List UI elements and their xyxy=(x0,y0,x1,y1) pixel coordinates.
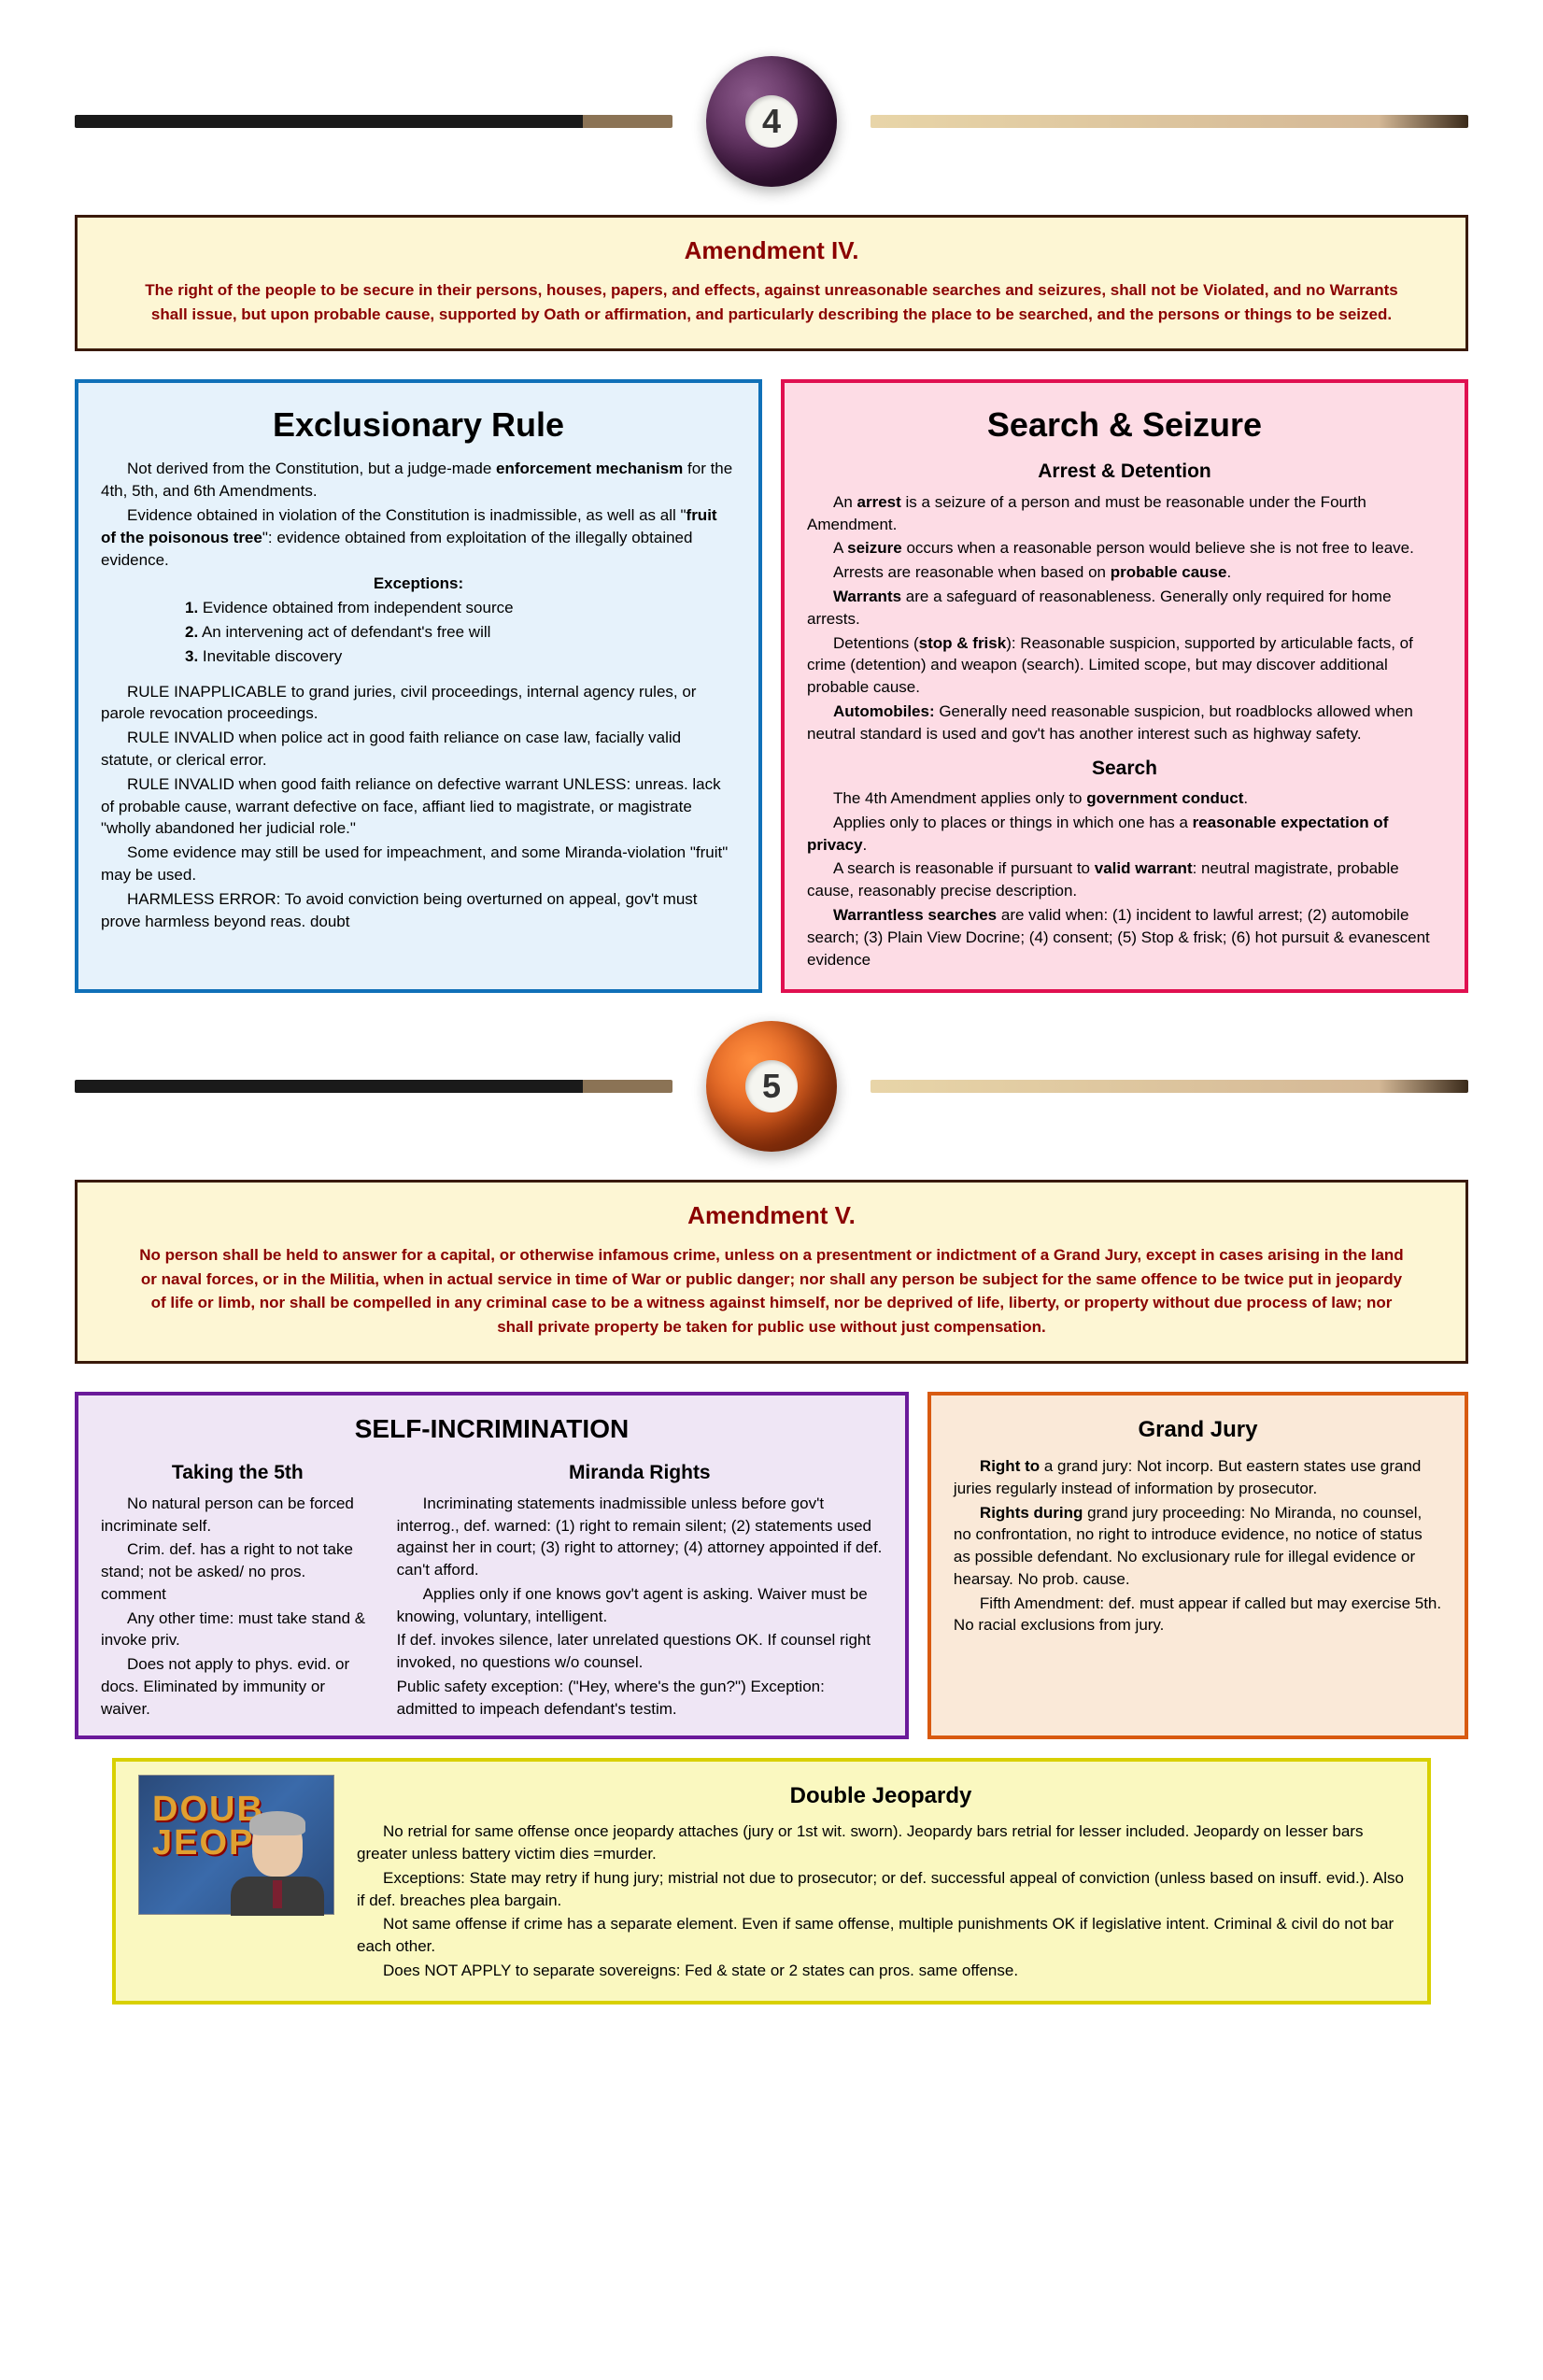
double-jeopardy-panel: DOUB JEOP Double Jeopardy No retrial for… xyxy=(112,1758,1431,2005)
arrest-p1: An arrest is a seizure of a person and m… xyxy=(807,491,1442,536)
double-jeopardy-image: DOUB JEOP xyxy=(138,1775,334,1915)
exception-1: 1. Evidence obtained from independent so… xyxy=(185,597,736,619)
arrest-p3: Arrests are reasonable when based on pro… xyxy=(807,561,1442,584)
miranda-p4: Public safety exception: ("Hey, where's … xyxy=(397,1676,883,1721)
dj-host-icon xyxy=(240,1815,315,1908)
pool-ball-4-icon: 4 xyxy=(706,56,837,187)
self-incrim-title: SELF-INCRIMINATION xyxy=(101,1414,883,1444)
amendment-4-title: Amendment IV. xyxy=(134,236,1409,265)
exclusionary-p1: Not derived from the Constitution, but a… xyxy=(101,458,736,503)
cue-stick-right xyxy=(871,115,1468,128)
dj-p4: Does NOT APPLY to separate sovereigns: F… xyxy=(357,1960,1405,1982)
cue-stick-right xyxy=(871,1080,1468,1093)
gj-p3: Fifth Amendment: def. must appear if cal… xyxy=(954,1593,1442,1637)
gj-p1: Right to a grand jury: Not incorp. But e… xyxy=(954,1455,1442,1500)
amendment-5-text: No person shall be held to answer for a … xyxy=(134,1243,1409,1339)
arrest-p6: Automobiles: Generally need reasonable s… xyxy=(807,701,1442,745)
take5-p3: Any other time: must take stand & invoke… xyxy=(101,1608,375,1652)
taking-5th-title: Taking the 5th xyxy=(101,1459,375,1486)
amendment-5-box: Amendment V. No person shall be held to … xyxy=(75,1180,1468,1364)
search-p1: The 4th Amendment applies only to govern… xyxy=(807,787,1442,810)
miranda-p3: If def. invokes silence, later unrelated… xyxy=(397,1629,883,1674)
exceptions-label: Exceptions: xyxy=(101,573,736,595)
search-subtitle: Search xyxy=(807,755,1442,782)
take5-p2: Crim. def. has a right to not take stand… xyxy=(101,1538,375,1605)
miranda-p2: Applies only if one knows gov't agent is… xyxy=(397,1583,883,1628)
miranda-title: Miranda Rights xyxy=(397,1459,883,1486)
exclusionary-p7: HARMLESS ERROR: To avoid conviction bein… xyxy=(101,888,736,933)
divider-amendment-4: 4 xyxy=(47,47,1496,196)
exclusionary-title: Exclusionary Rule xyxy=(101,402,736,448)
search-p2: Applies only to places or things in whic… xyxy=(807,812,1442,857)
dj-title: Double Jeopardy xyxy=(357,1780,1405,1812)
exception-3: 3. Inevitable discovery xyxy=(185,645,736,668)
cue-stick-left xyxy=(75,1080,672,1093)
dj-p2: Exceptions: State may retry if hung jury… xyxy=(357,1867,1405,1912)
divider-amendment-5: 5 xyxy=(47,1012,1496,1161)
search-title: Search & Seizure xyxy=(807,402,1442,448)
arrest-p2: A seizure occurs when a reasonable perso… xyxy=(807,537,1442,560)
amendment-4-text: The right of the people to be secure in … xyxy=(134,278,1409,326)
double-jeopardy-text: Double Jeopardy No retrial for same offe… xyxy=(357,1775,1405,1984)
amendment-5-title: Amendment V. xyxy=(134,1201,1409,1230)
amendment-4-box: Amendment IV. The right of the people to… xyxy=(75,215,1468,351)
dj-p1: No retrial for same offense once jeopard… xyxy=(357,1820,1405,1865)
search-p3: A search is reasonable if pursuant to va… xyxy=(807,857,1442,902)
grand-jury-title: Grand Jury xyxy=(954,1414,1442,1446)
amendment-5-panels-row1: SELF-INCRIMINATION Taking the 5th No nat… xyxy=(75,1392,1468,1738)
exclusionary-p6: Some evidence may still be used for impe… xyxy=(101,842,736,886)
miranda-p1: Incriminating statements inadmissible un… xyxy=(397,1493,883,1581)
search-seizure-panel: Search & Seizure Arrest & Detention An a… xyxy=(781,379,1468,993)
arrest-p4: Warrants are a safeguard of reasonablene… xyxy=(807,586,1442,630)
exception-2: 2. An intervening act of defendant's fre… xyxy=(185,621,736,644)
pool-ball-5-icon: 5 xyxy=(706,1021,837,1152)
exclusionary-p5: RULE INVALID when good faith reliance on… xyxy=(101,773,736,840)
take5-p1: No natural person can be forced incrimin… xyxy=(101,1493,375,1537)
take5-p4: Does not apply to phys. evid. or docs. E… xyxy=(101,1653,375,1720)
self-incrimination-panel: SELF-INCRIMINATION Taking the 5th No nat… xyxy=(75,1392,909,1738)
grand-jury-panel: Grand Jury Right to a grand jury: Not in… xyxy=(927,1392,1468,1738)
exclusionary-p3: RULE INAPPLICABLE to grand juries, civil… xyxy=(101,681,736,726)
pool-ball-number: 5 xyxy=(745,1060,798,1112)
exclusionary-p4: RULE INVALID when police act in good fai… xyxy=(101,727,736,772)
arrest-p5: Detentions (stop & frisk): Reasonable su… xyxy=(807,632,1442,699)
amendment-4-panels: Exclusionary Rule Not derived from the C… xyxy=(75,379,1468,993)
gj-p2: Rights during grand jury proceeding: No … xyxy=(954,1502,1442,1591)
exclusionary-p2: Evidence obtained in violation of the Co… xyxy=(101,504,736,571)
miranda-rights-column: Miranda Rights Incriminating statements … xyxy=(397,1453,883,1721)
search-p4: Warrantless searches are valid when: (1)… xyxy=(807,904,1442,970)
arrest-subtitle: Arrest & Detention xyxy=(807,458,1442,485)
pool-ball-number: 4 xyxy=(745,95,798,148)
dj-p3: Not same offense if crime has a separate… xyxy=(357,1913,1405,1958)
taking-the-5th-column: Taking the 5th No natural person can be … xyxy=(101,1453,375,1721)
exclusionary-rule-panel: Exclusionary Rule Not derived from the C… xyxy=(75,379,762,993)
cue-stick-left xyxy=(75,115,672,128)
